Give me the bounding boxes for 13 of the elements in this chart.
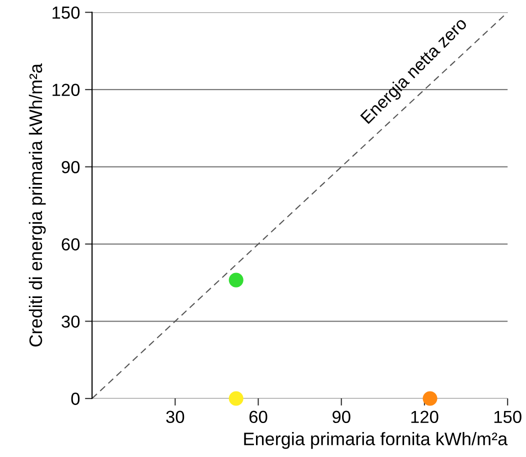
x-tick-label: 60 bbox=[249, 410, 268, 424]
x-tick-label: 150 bbox=[494, 410, 522, 424]
x-axis-title: Energia primaria fornita kWh/m²a bbox=[244, 432, 508, 449]
x-tick-label: 90 bbox=[332, 410, 350, 424]
y-tick-label: 30 bbox=[62, 315, 80, 328]
x-tick-label: 30 bbox=[166, 410, 184, 424]
y-axis-title: Crediti di energia primaria kWh/m²a bbox=[28, 63, 46, 346]
y-tick-label: 0 bbox=[71, 392, 80, 405]
y-tick-label: 120 bbox=[52, 84, 80, 96]
y-tick-label: 90 bbox=[62, 160, 80, 174]
y-tick-label: 60 bbox=[62, 238, 80, 250]
x-tick-label: 120 bbox=[411, 410, 438, 424]
y-tick-label: 150 bbox=[52, 6, 80, 19]
